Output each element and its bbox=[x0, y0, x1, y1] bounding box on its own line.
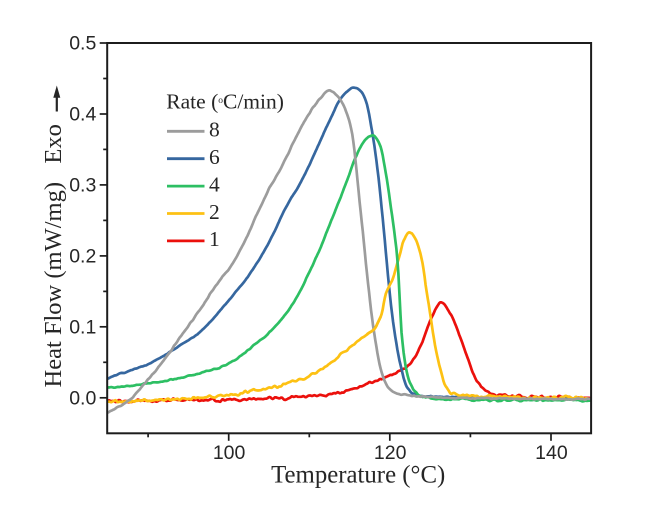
svg-text:120: 120 bbox=[374, 442, 407, 464]
svg-text:6: 6 bbox=[209, 145, 220, 169]
svg-text:0.4: 0.4 bbox=[69, 104, 96, 126]
svg-text:8: 8 bbox=[209, 118, 220, 142]
svg-text:0.3: 0.3 bbox=[69, 175, 96, 197]
svg-text:0.5: 0.5 bbox=[69, 33, 96, 55]
svg-text:100: 100 bbox=[213, 442, 246, 464]
svg-text:0.0: 0.0 bbox=[69, 387, 96, 409]
svg-text:Temperature (°C): Temperature (°C) bbox=[271, 462, 445, 489]
svg-text:140: 140 bbox=[535, 442, 568, 464]
svg-text:2: 2 bbox=[209, 200, 220, 224]
svg-text:4: 4 bbox=[209, 172, 220, 196]
svg-text:0.2: 0.2 bbox=[69, 246, 96, 268]
svg-text:Rate (oC/min): Rate (oC/min) bbox=[166, 90, 284, 114]
svg-text:Heat Flow (mW/mg) Exo: Heat Flow (mW/mg) Exo bbox=[40, 124, 67, 387]
svg-text:0.1: 0.1 bbox=[69, 316, 96, 338]
svg-text:1: 1 bbox=[209, 227, 220, 251]
